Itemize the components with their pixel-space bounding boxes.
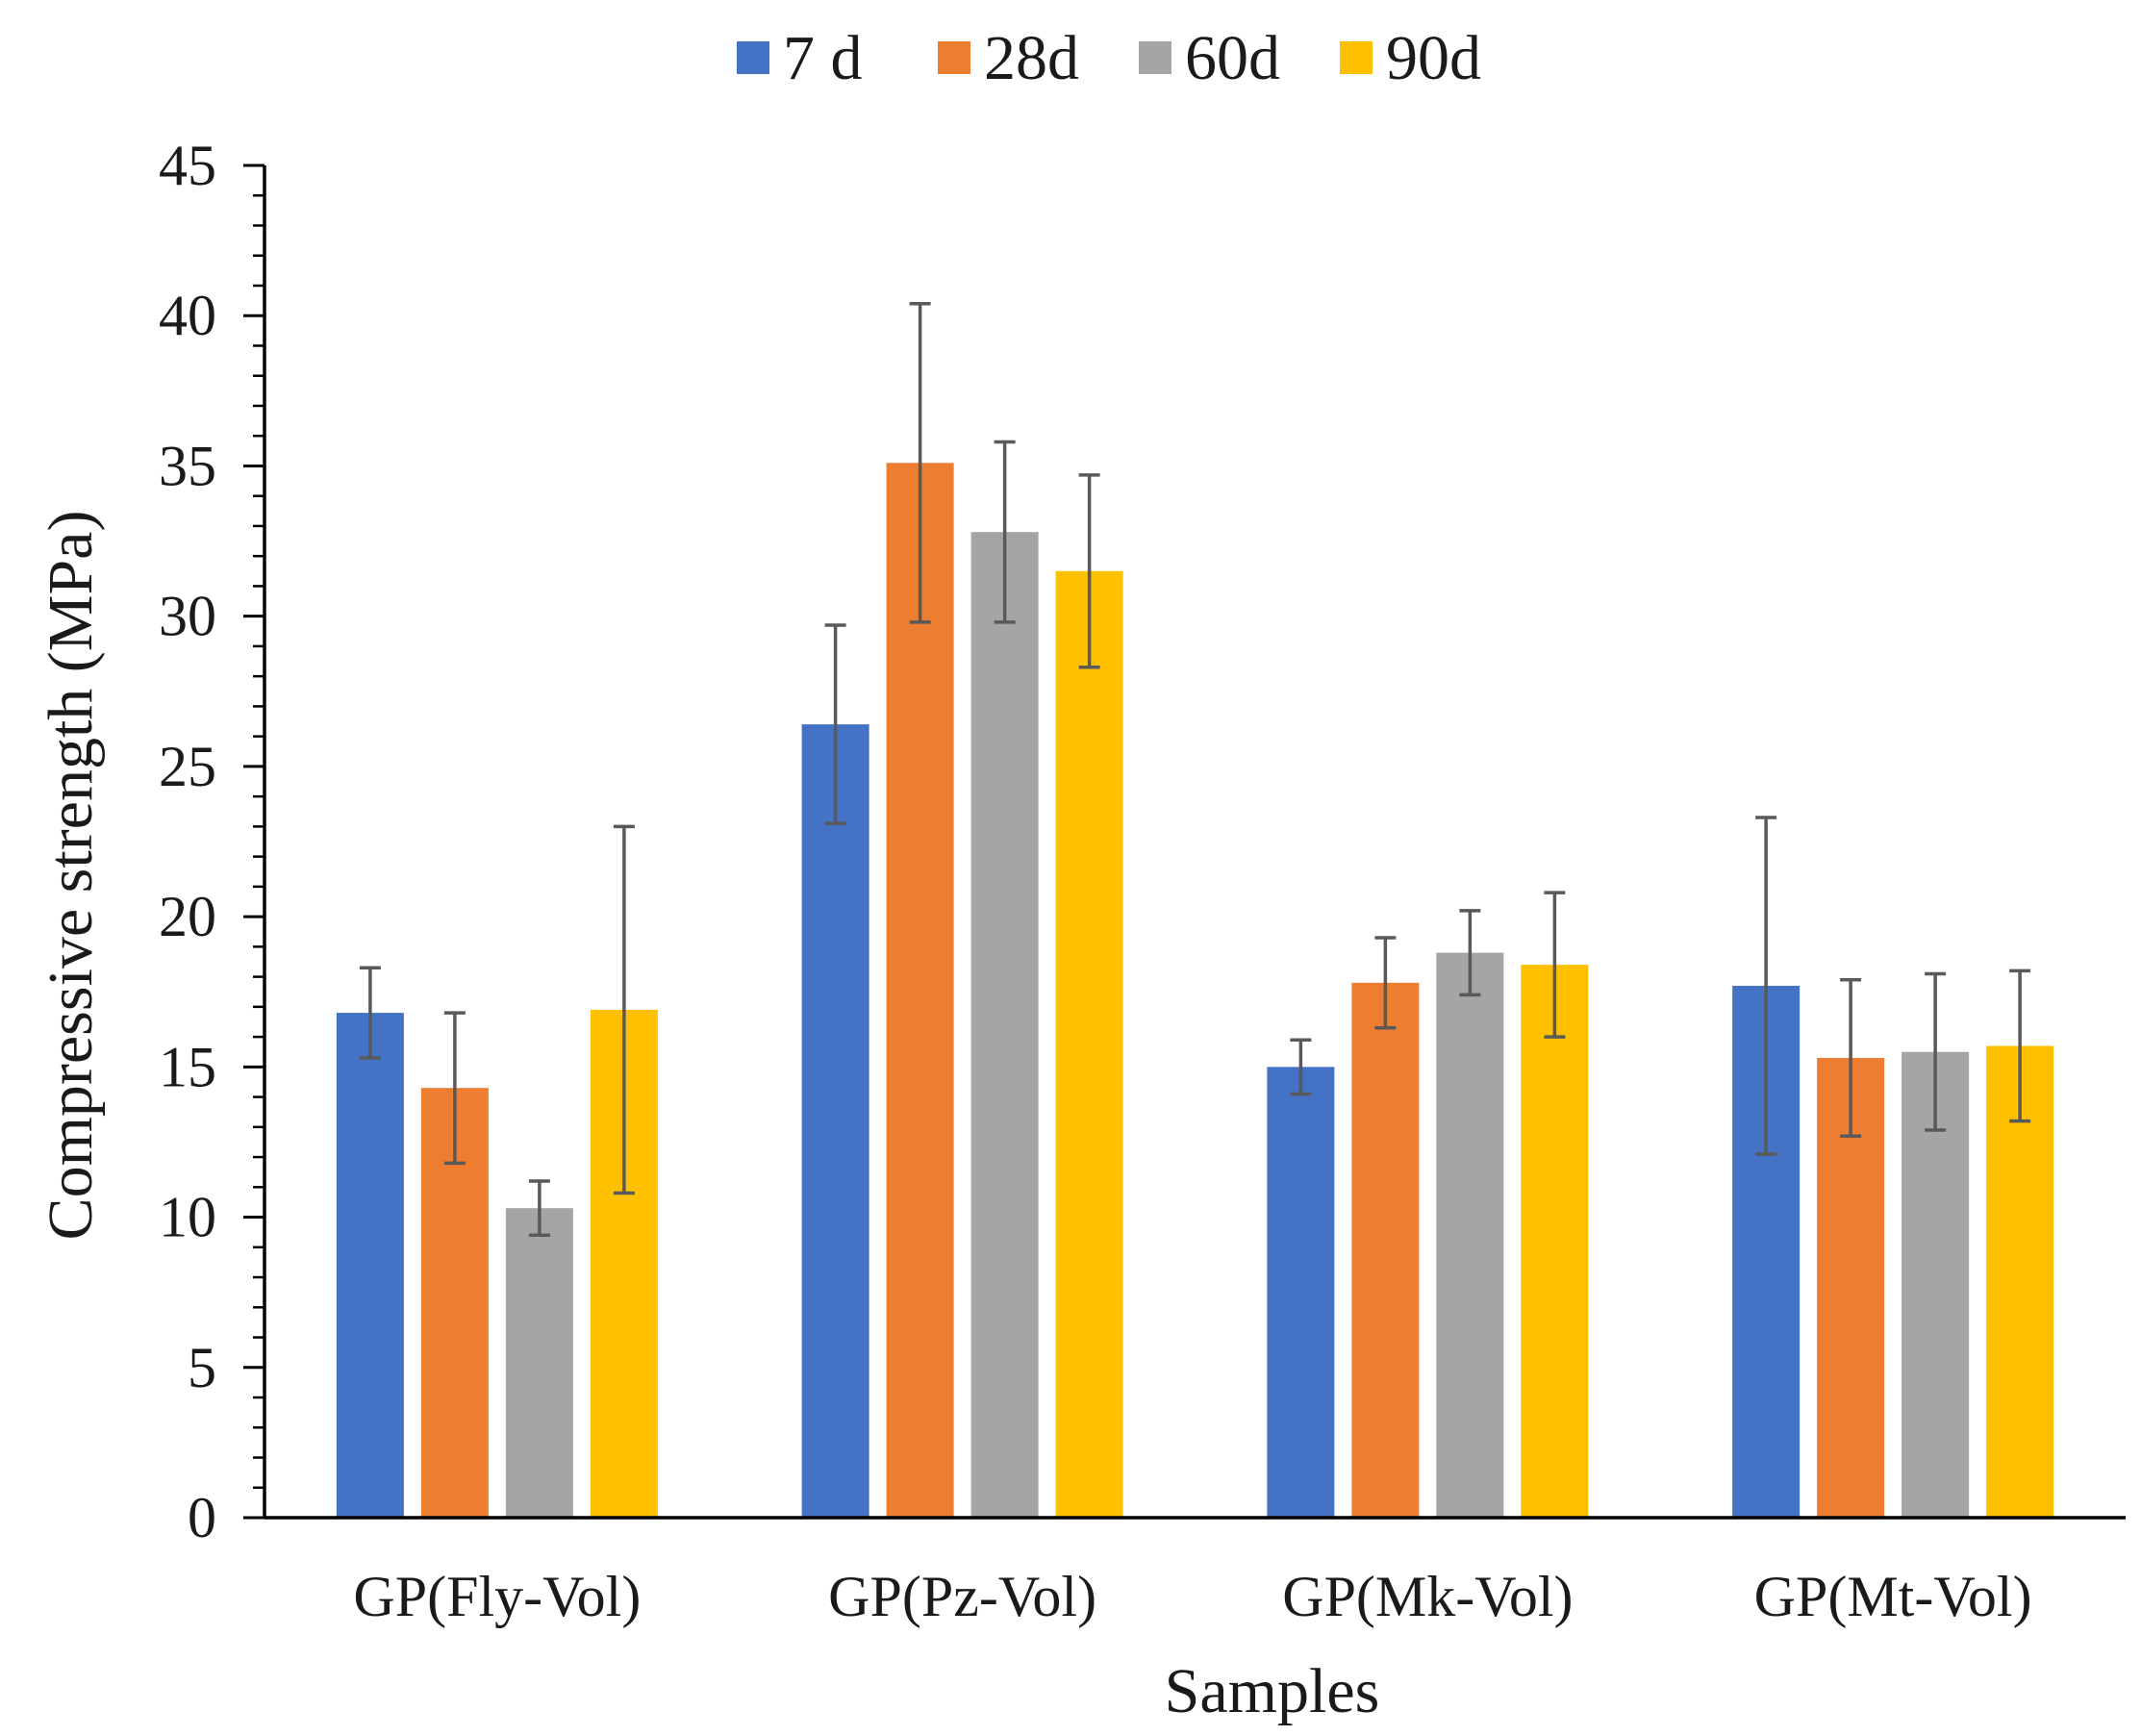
error-bars [359, 301, 2031, 1238]
y-tick-label: 35 [159, 434, 216, 497]
legend-swatch [737, 41, 769, 74]
bar [1351, 982, 1420, 1518]
legend-label: 60d [1185, 23, 1280, 93]
bar [336, 1013, 404, 1518]
legend: 7 d 28d 60d 90d [737, 23, 1481, 93]
x-tick-label: GP(Fly-Vol) [353, 1565, 641, 1628]
x-tick-label: GP(Mk-Vol) [1282, 1565, 1573, 1628]
legend-label: 7 d [783, 23, 863, 93]
y-tick-label: 5 [188, 1336, 216, 1399]
bar [1267, 1067, 1335, 1518]
bar [886, 463, 954, 1518]
bar [1521, 965, 1589, 1518]
bar [970, 532, 1039, 1518]
y-tick-label: 15 [159, 1035, 216, 1098]
legend-label: 28d [984, 23, 1079, 93]
y-tick-label: 0 [188, 1486, 216, 1549]
y-tick-label: 10 [159, 1186, 216, 1249]
y-tick-label: 40 [159, 284, 216, 347]
y-tick-label: 45 [159, 134, 216, 197]
bars [336, 463, 2054, 1518]
x-tick-label: GP(Mt-Vol) [1754, 1565, 2032, 1628]
legend-label: 90d [1386, 23, 1481, 93]
legend-swatch [938, 41, 970, 74]
bar [1436, 952, 1504, 1518]
y-tick-label: 20 [159, 885, 216, 948]
x-axis-title: Samples [1165, 1656, 1380, 1726]
legend-swatch [1139, 41, 1171, 74]
y-axis-tick-labels: 0 5 10 15 20 25 30 35 40 45 [159, 134, 216, 1549]
y-tick-label: 25 [159, 735, 216, 798]
bar [505, 1208, 573, 1518]
y-axis-ticks [243, 164, 264, 1520]
bar [801, 724, 869, 1518]
axes [263, 165, 2126, 1520]
x-tick-label: GP(Pz-Vol) [828, 1565, 1096, 1628]
legend-swatch [1340, 41, 1373, 74]
y-axis-title: Compressive strength (MPa) [36, 511, 106, 1241]
x-axis-category-labels: GP(Fly-Vol) GP(Pz-Vol) GP(Mk-Vol) GP(Mt-Vol… [353, 1565, 2031, 1628]
bar [1055, 570, 1123, 1518]
y-tick-label: 30 [159, 585, 216, 648]
bar [1986, 1045, 2054, 1518]
